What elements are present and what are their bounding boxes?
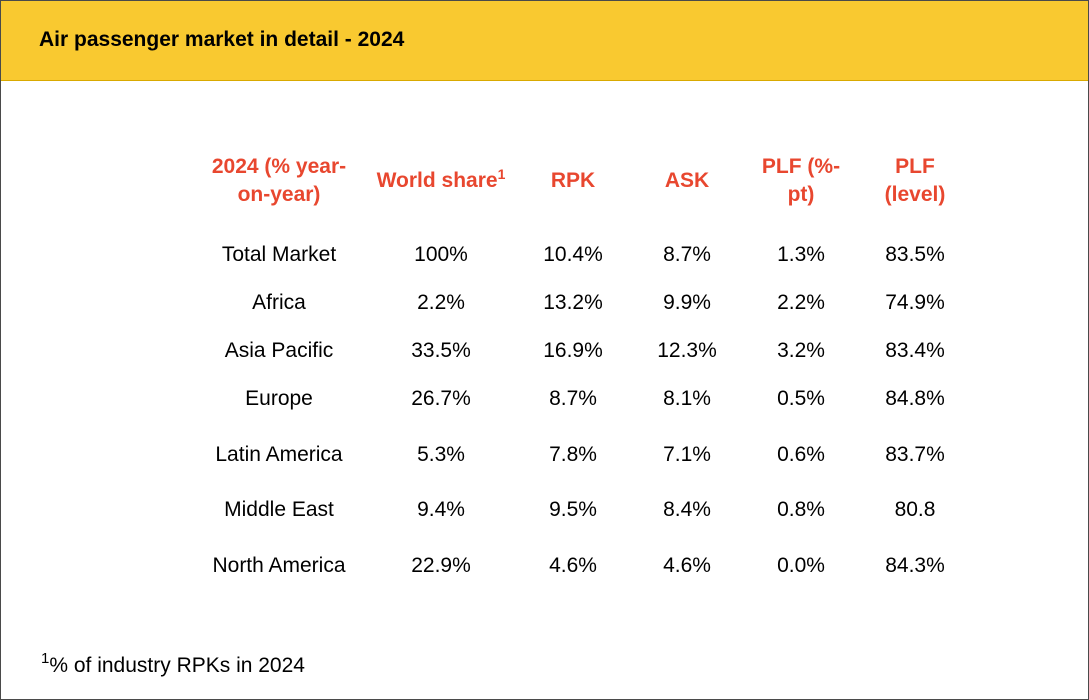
world-share-cell: 9.4%	[417, 498, 465, 521]
rpk-cell: 9.5%	[549, 498, 597, 521]
plf-level-cell: 83.7%	[885, 442, 945, 466]
plf-level-cell: 83.5%	[885, 243, 945, 266]
column-header-ask: ASK	[664, 169, 710, 192]
table-row: Asia Pacific 33.5% 16.9% 12.3% 3.2% 83.4…	[191, 327, 971, 375]
world-share-cell: 2.2%	[417, 291, 465, 314]
plf-level-cell: 80.8	[894, 498, 936, 521]
table-header-row: 2024 (% year-on-year) World share1 RPK A…	[191, 131, 971, 231]
rpk-cell: 10.4%	[543, 243, 603, 266]
column-header-world-share-label: World share	[376, 169, 498, 192]
table-row: Africa 2.2% 13.2% 9.9% 2.2% 74.9%	[191, 279, 971, 327]
column-header-region-label: 2024 (% year-on-year)	[211, 155, 347, 206]
rpk-cell: 13.2%	[543, 291, 603, 314]
plf-change-cell: 1.3%	[777, 243, 825, 266]
column-header-world-share: World share1	[367, 131, 515, 231]
region-cell: Asia Pacific	[224, 339, 334, 362]
ask-cell: 4.6%	[663, 553, 711, 577]
table-row: Total Market 100% 10.4% 8.7% 1.3% 83.5%	[191, 231, 971, 279]
world-share-cell: 100%	[414, 243, 468, 266]
region-cell: Europe	[245, 387, 313, 410]
column-header-plf-level: PLF (level)	[859, 131, 971, 231]
rpk-cell: 16.9%	[543, 339, 603, 362]
plf-level-cell: 84.8%	[885, 387, 945, 410]
rpk-cell: 8.7%	[549, 387, 597, 410]
rpk-cell: 7.8%	[549, 442, 597, 466]
region-cell: North America	[191, 534, 367, 597]
table-row: Latin America 5.3% 7.8% 7.1% 0.6% 83.7%	[191, 423, 971, 486]
plf-change-cell: 0.6%	[777, 442, 825, 466]
world-share-cell: 5.3%	[417, 442, 465, 466]
market-table: 2024 (% year-on-year) World share1 RPK A…	[191, 131, 971, 597]
column-header-plf-change-label: PLF (%-pt)	[761, 155, 841, 206]
table-row: Middle East 9.4% 9.5% 8.4% 0.8% 80.8	[191, 486, 971, 534]
world-share-cell: 22.9%	[411, 553, 471, 577]
ask-cell: 8.7%	[663, 243, 711, 266]
region-label: North America	[212, 553, 346, 577]
ask-cell: 12.3%	[657, 339, 717, 362]
plf-level-cell: 74.9%	[885, 291, 945, 314]
table-row: Europe 26.7% 8.7% 8.1% 0.5% 84.8%	[191, 375, 971, 423]
ask-cell: 8.1%	[663, 387, 711, 410]
footnote-reference: 1	[497, 166, 506, 182]
plf-change-cell: 3.2%	[777, 339, 825, 362]
world-share-cell: 26.7%	[411, 387, 471, 410]
title-banner: Air passenger market in detail - 2024	[1, 1, 1088, 81]
region-cell: Middle East	[224, 498, 334, 521]
ask-cell: 7.1%	[663, 442, 711, 466]
ask-cell: 9.9%	[663, 291, 711, 314]
plf-change-cell: 0.0%	[777, 553, 825, 577]
footnote-marker: 1	[41, 650, 50, 667]
ask-cell: 8.4%	[663, 498, 711, 521]
world-share-cell: 33.5%	[411, 339, 471, 362]
page-title: Air passenger market in detail - 2024	[39, 28, 405, 51]
region-cell: Africa	[252, 291, 306, 314]
footnote: 1% of industry RPKs in 2024	[41, 650, 305, 679]
region-label: Latin America	[215, 442, 343, 466]
column-header-region: 2024 (% year-on-year)	[191, 131, 367, 231]
plf-change-cell: 2.2%	[777, 291, 825, 314]
column-header-plf-level-label: PLF (level)	[884, 155, 946, 206]
table-row: North America 22.9% 4.6% 4.6% 0.0% 84.3%	[191, 534, 971, 597]
rpk-cell: 4.6%	[549, 553, 597, 577]
region-cell: Total Market	[221, 243, 337, 266]
plf-level-cell: 84.3%	[885, 553, 945, 577]
column-header-plf-change: PLF (%-pt)	[743, 131, 859, 231]
plf-level-cell: 83.4%	[885, 339, 945, 362]
plf-change-cell: 0.8%	[777, 498, 825, 521]
footnote-text: % of industry RPKs in 2024	[49, 654, 305, 677]
region-cell: Latin America	[191, 423, 367, 486]
plf-change-cell: 0.5%	[777, 387, 825, 410]
column-header-rpk: RPK	[550, 169, 596, 192]
